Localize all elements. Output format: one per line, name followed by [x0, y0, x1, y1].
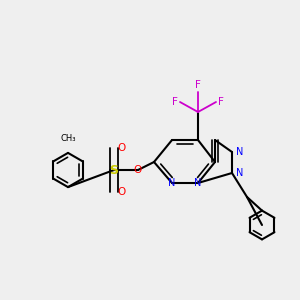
Text: N: N — [236, 147, 243, 157]
Text: O: O — [134, 165, 142, 175]
Text: N: N — [168, 178, 176, 188]
Text: CH₃: CH₃ — [60, 134, 76, 143]
Text: O: O — [118, 187, 126, 197]
Text: F: F — [172, 97, 178, 107]
Text: F: F — [218, 97, 224, 107]
Text: O: O — [118, 143, 126, 153]
Text: S: S — [110, 164, 118, 176]
Text: F: F — [195, 80, 201, 90]
Text: N: N — [236, 168, 243, 178]
Text: N: N — [194, 178, 202, 188]
